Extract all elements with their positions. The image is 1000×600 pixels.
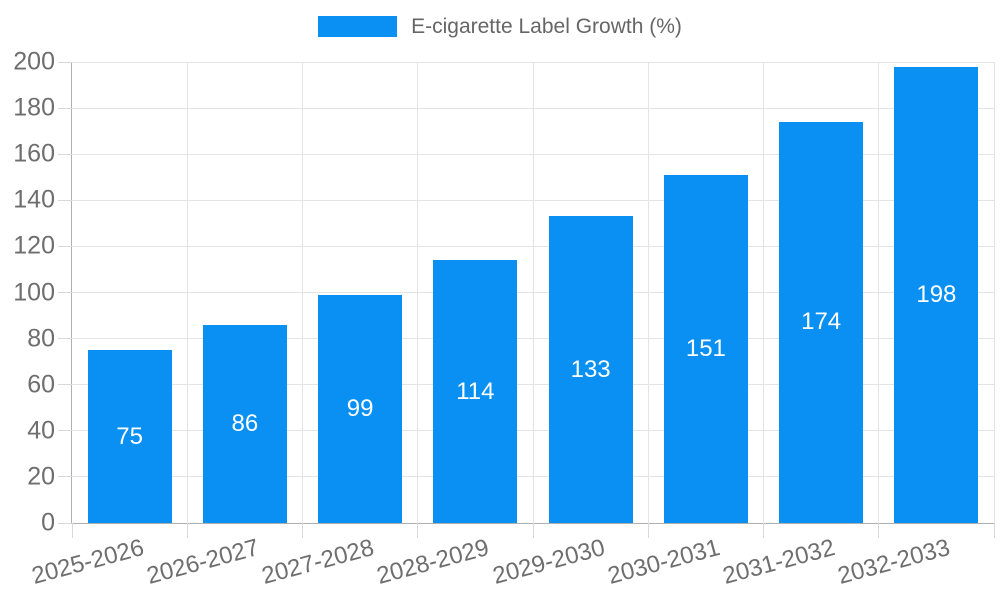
x-axis-tick-label: 2026-2027 (143, 534, 262, 590)
gridline-vertical (878, 62, 880, 523)
x-axis-tick (647, 523, 649, 538)
bar-value-label: 174 (801, 308, 842, 336)
bar-value-label: 114 (456, 377, 495, 405)
legend-item[interactable]: E-cigarette Label Growth (%) (318, 14, 682, 39)
x-axis-tick-label: 2031-2032 (720, 534, 838, 590)
y-axis-tick (58, 107, 72, 109)
y-axis-tick (58, 245, 72, 247)
bar-2032-2033: 198 (894, 66, 979, 523)
y-axis-tick-label: 0 (41, 508, 55, 537)
x-axis-tick-label: 2025-2026 (28, 534, 147, 590)
y-axis-tick (58, 476, 72, 478)
x-axis-tick (71, 523, 73, 538)
bar-value-label: 151 (685, 334, 726, 362)
gridline-vertical (763, 62, 764, 523)
x-axis-tick-label: 2032-2033 (835, 534, 954, 590)
y-axis-tick-label: 180 (13, 93, 55, 122)
y-axis-tick-label: 160 (13, 139, 55, 168)
gridline-vertical (993, 62, 995, 523)
y-axis-tick (58, 384, 72, 386)
y-axis-tick (58, 522, 72, 524)
y-axis-line (71, 62, 72, 524)
legend: E-cigarette Label Growth (%) (0, 14, 1000, 39)
legend-label: E-cigarette Label Growth (%) (411, 15, 682, 38)
bar-2027-2028: 99 (318, 294, 403, 523)
x-axis-tick (417, 523, 419, 538)
bar-2028-2029: 114 (433, 260, 518, 523)
x-axis-tick-label: 2028-2029 (374, 534, 493, 590)
bar-2031-2032: 174 (779, 121, 864, 523)
bar-2026-2027: 86 (202, 324, 287, 523)
bar-value-label: 99 (346, 394, 374, 422)
gridline-vertical (647, 62, 649, 523)
bar-2029-2030: 133 (548, 216, 633, 523)
y-axis-tick-label: 140 (13, 185, 55, 214)
x-axis-tick (993, 523, 995, 538)
y-axis-tick-label: 100 (13, 278, 55, 306)
x-axis-tick-label: 2030-2031 (604, 534, 723, 590)
y-axis-tick-label: 200 (13, 47, 55, 76)
y-axis-tick (58, 61, 72, 63)
gridline-vertical (186, 62, 188, 523)
y-axis-tick-label: 120 (13, 231, 55, 260)
y-axis-tick (58, 153, 72, 155)
x-axis-tick (186, 523, 188, 538)
x-axis-tick (302, 523, 303, 538)
x-axis-tick-label: 2029-2030 (489, 534, 608, 590)
y-axis-tick-label: 20 (27, 462, 55, 491)
bar-2030-2031: 151 (663, 174, 748, 523)
y-axis-tick (58, 338, 72, 340)
y-axis-tick (58, 430, 72, 432)
x-axis-tick (532, 523, 534, 538)
x-axis-tick (763, 523, 764, 538)
gridline-vertical (417, 62, 419, 523)
y-axis-tick-label: 40 (27, 416, 55, 445)
bar-value-label: 86 (231, 409, 259, 437)
legend-swatch-icon (318, 16, 398, 38)
gridline-vertical (302, 62, 303, 523)
y-axis-tick-label: 60 (27, 370, 55, 399)
x-axis-tick-label: 2027-2028 (259, 534, 377, 590)
bar-2025-2026: 75 (87, 350, 172, 523)
x-axis-line (72, 523, 995, 524)
bar-value-label: 133 (570, 355, 611, 383)
bar-value-label: 198 (916, 280, 957, 308)
y-axis-tick (58, 199, 72, 201)
x-axis-tick (878, 523, 880, 538)
y-axis-tick-label: 80 (27, 324, 55, 353)
gridline-vertical (532, 62, 534, 523)
bar-value-label: 75 (116, 422, 143, 450)
y-axis-tick (58, 292, 72, 293)
